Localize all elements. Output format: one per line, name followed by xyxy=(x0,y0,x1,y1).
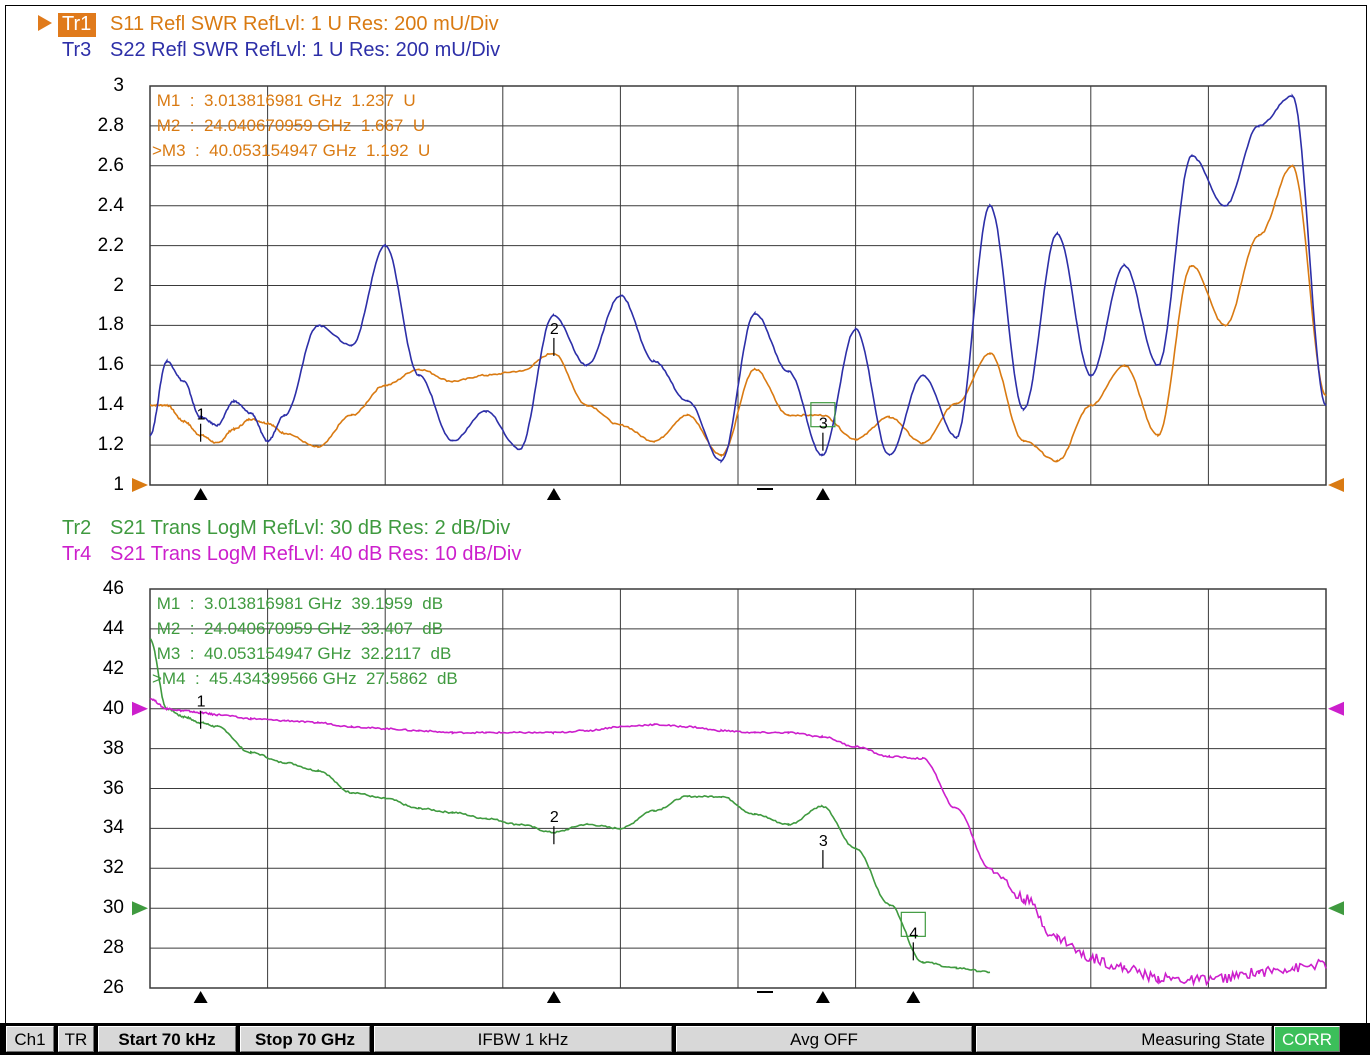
marker-triangle-icon xyxy=(906,991,921,1003)
stop-frequency[interactable]: Stop 70 GHz xyxy=(240,1026,370,1052)
svg-text:3: 3 xyxy=(819,833,828,850)
tr3-label: S22 Refl SWR RefLvl: 1 U Res: 200 mU/Div xyxy=(110,39,501,61)
y-tick-label: 2 xyxy=(113,274,124,296)
tr4-tag[interactable]: Tr4 xyxy=(62,543,92,565)
y-tick-label: 34 xyxy=(102,817,124,839)
y-tick-label: 1.4 xyxy=(97,394,124,416)
trace-tr2 xyxy=(149,638,991,974)
marker-3[interactable]: 3 xyxy=(819,833,828,869)
marker-info-line: M2 : 24.040670959 GHz 1.667 U xyxy=(152,116,426,135)
marker-info-line: >M3 : 40.053154947 GHz 1.192 U xyxy=(152,141,431,160)
tr2-tag[interactable]: Tr2 xyxy=(62,517,92,539)
marker-triangle-icon xyxy=(815,488,830,500)
ref-level-right-arrow-icon xyxy=(1328,701,1344,716)
trace-tr3 xyxy=(149,93,1327,464)
y-tick-label: 26 xyxy=(102,977,124,998)
trace-selected-arrow-icon xyxy=(38,15,52,31)
marker-triangle-icon xyxy=(193,488,208,500)
y-tick-label: 42 xyxy=(102,657,124,679)
y-tick-label: 28 xyxy=(102,937,124,959)
y-tick-label: 40 xyxy=(102,697,124,719)
correction-badge[interactable]: CORR xyxy=(1274,1026,1340,1052)
marker-2[interactable]: 2 xyxy=(550,809,559,845)
svg-text:2: 2 xyxy=(550,809,559,826)
top-swr-chart[interactable]: 1 2 3 xyxy=(0,0,1370,520)
y-tick-label: 32 xyxy=(102,857,124,879)
y-tick-label: 2.2 xyxy=(97,234,124,256)
start-frequency[interactable]: Start 70 kHz xyxy=(98,1026,236,1052)
svg-text:1: 1 xyxy=(197,694,206,711)
ifbw-setting[interactable]: IFBW 1 kHz xyxy=(374,1026,672,1052)
svg-text:2: 2 xyxy=(550,321,559,338)
tr2-label: S21 Trans LogM RefLvl: 30 dB Res: 2 dB/D… xyxy=(110,517,511,539)
ref-level-left-arrow-icon xyxy=(132,478,148,492)
trace-tr4 xyxy=(149,698,1327,987)
marker-1[interactable]: 1 xyxy=(197,407,206,442)
svg-text:3: 3 xyxy=(819,416,828,433)
marker-2[interactable]: 2 xyxy=(550,321,559,356)
y-tick-label: 38 xyxy=(102,737,124,759)
marker-triangle-icon xyxy=(546,991,561,1003)
y-tick-label: 2.8 xyxy=(97,114,124,136)
y-tick-label: 3 xyxy=(113,75,124,96)
y-tick-label: 1 xyxy=(113,474,124,495)
marker-info-line: M1 : 3.013816981 GHz 39.1959 dB xyxy=(152,594,444,613)
y-tick-label: 36 xyxy=(102,777,124,799)
tr1-label: S11 Refl SWR RefLvl: 1 U Res: 200 mU/Div xyxy=(110,13,499,35)
tr1-active-badge[interactable] xyxy=(58,13,96,37)
marker-info-line: M2 : 24.040670959 GHz 33.407 dB xyxy=(152,619,444,638)
average-setting[interactable]: Avg OFF xyxy=(676,1026,972,1052)
marker-triangle-icon xyxy=(546,488,561,500)
marker-info-line: M1 : 3.013816981 GHz 1.237 U xyxy=(152,91,416,110)
trace-tr1 xyxy=(149,164,1327,463)
trace-indicator[interactable]: TR xyxy=(58,1026,94,1052)
measuring-state: Measuring State xyxy=(976,1026,1272,1052)
y-tick-label: 2.6 xyxy=(97,154,124,176)
ref-level-left-arrow-icon xyxy=(132,701,148,716)
tr1-tag[interactable]: Tr1 xyxy=(62,13,92,35)
tr3-tag[interactable]: Tr3 xyxy=(62,39,92,61)
marker-1[interactable]: 1 xyxy=(197,694,206,729)
y-tick-label: 1.2 xyxy=(97,434,124,456)
svg-text:4: 4 xyxy=(909,925,918,942)
y-tick-label: 30 xyxy=(102,897,124,919)
ref-level-right-arrow-icon xyxy=(1328,901,1344,916)
marker-triangle-icon xyxy=(193,991,208,1003)
tr4-label: S21 Trans LogM RefLvl: 40 dB Res: 10 dB/… xyxy=(110,543,522,565)
marker-info-line: M3 : 40.053154947 GHz 32.2117 dB xyxy=(152,644,452,663)
marker-triangle-icon xyxy=(815,991,830,1003)
y-tick-label: 1.6 xyxy=(97,354,124,376)
grid xyxy=(149,85,1327,486)
marker-info-line: >M4 : 45.434399566 GHz 27.5862 dB xyxy=(152,669,458,688)
marker-3[interactable]: 3 xyxy=(810,402,836,451)
y-tick-label: 46 xyxy=(102,578,124,599)
grid xyxy=(149,588,1327,989)
ref-level-left-arrow-icon xyxy=(132,901,148,916)
ref-level-right-arrow-icon xyxy=(1328,478,1344,492)
y-tick-label: 44 xyxy=(102,617,124,639)
svg-text:1: 1 xyxy=(197,407,206,424)
y-tick-label: 1.8 xyxy=(97,314,124,336)
status-bar: Ch1 TR Start 70 kHz Stop 70 GHz IFBW 1 k… xyxy=(0,1023,1370,1055)
y-tick-label: 2.4 xyxy=(97,194,124,216)
channel-indicator[interactable]: Ch1 xyxy=(6,1026,54,1052)
marker-4[interactable]: 4 xyxy=(900,911,926,961)
